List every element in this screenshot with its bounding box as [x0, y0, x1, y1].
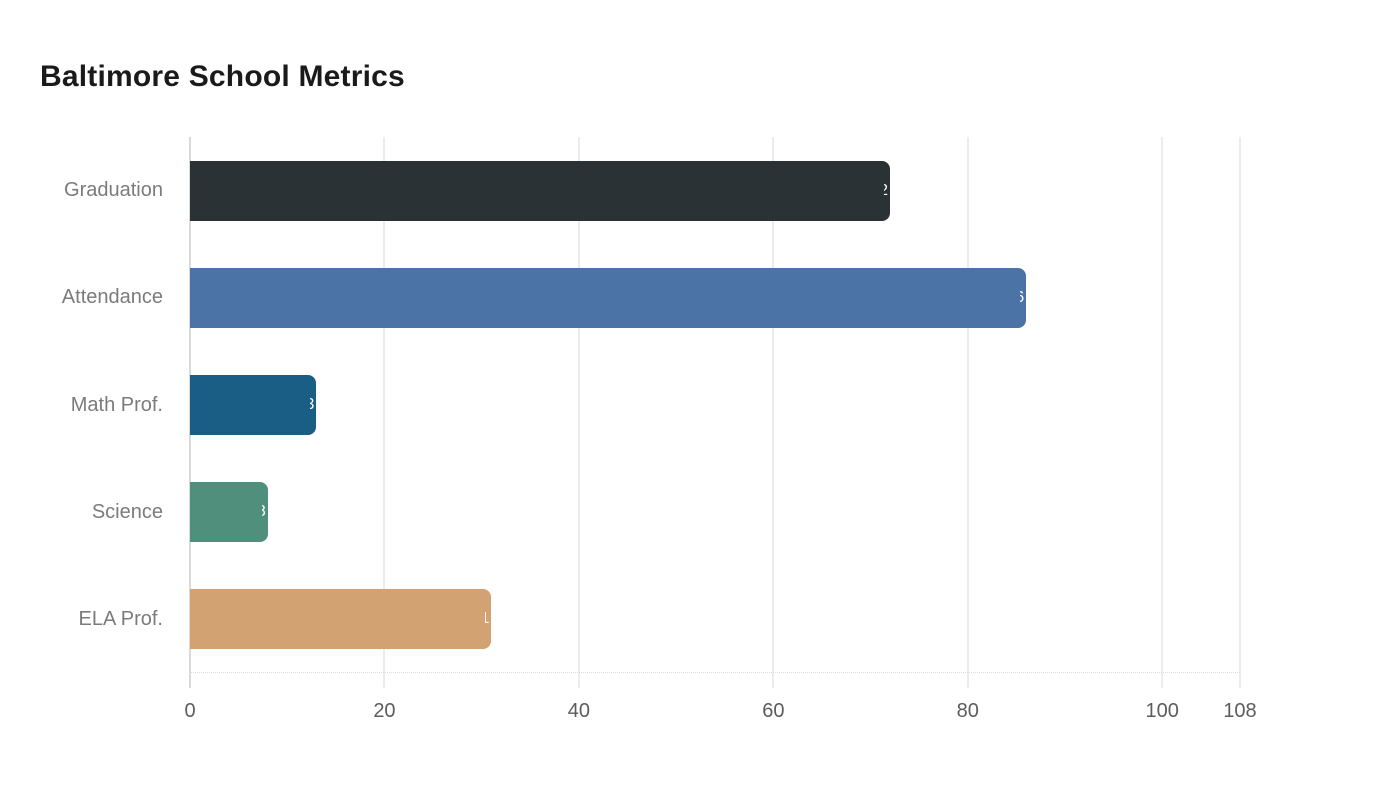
bar-value-text: 72: [884, 182, 888, 200]
x-tick-label: 40: [567, 700, 590, 722]
x-axis-baseline: [190, 672, 1240, 673]
bar-value-text: 8: [262, 503, 266, 521]
category-label: ELA Prof.: [78, 607, 164, 630]
bar-value-label-clipped: 31: [485, 610, 489, 628]
bar-attendance: 86: [190, 267, 1027, 328]
bar-value-label-clipped: 13: [310, 396, 314, 414]
bar-value-label-clipped: 8: [262, 503, 266, 521]
bar-value-label-clipped: 86: [1020, 289, 1024, 307]
bar-value-text: 86: [1020, 289, 1024, 307]
x-tick-label: 80: [956, 700, 979, 722]
x-tick-label: 0: [184, 700, 196, 722]
bar-value-text: 31: [485, 610, 489, 628]
x-gridline: [1239, 137, 1241, 688]
bar-math-prof: 13: [190, 375, 317, 435]
category-label: Math Prof.: [70, 393, 163, 416]
x-tick-label: 100: [1145, 700, 1179, 722]
x-gridline: [383, 137, 386, 688]
category-label: Attendance: [61, 286, 163, 309]
x-tick-label: 60: [762, 700, 785, 722]
bar-value-label-clipped: 72: [884, 182, 888, 200]
bar-science: 8: [190, 482, 268, 543]
chart-title: Baltimore School Metrics: [40, 60, 405, 93]
bar-graduation: 72: [190, 160, 890, 221]
bar-ela-prof: 31: [190, 589, 492, 650]
category-label: Science: [91, 500, 163, 523]
x-tick-label: 108: [1223, 700, 1257, 722]
x-gridline: [577, 137, 580, 688]
x-gridline: [966, 137, 969, 688]
bar-value-text: 13: [310, 396, 314, 414]
x-gridline: [1161, 137, 1164, 688]
x-tick-label: 20: [373, 700, 396, 722]
category-label: Graduation: [64, 179, 163, 202]
x-gridline: [772, 137, 775, 688]
